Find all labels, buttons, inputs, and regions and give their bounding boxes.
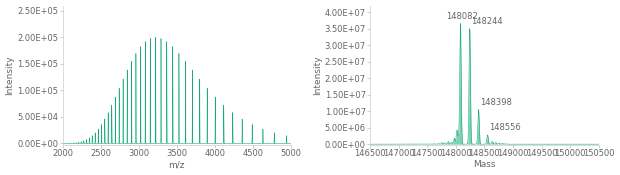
- Text: 148244: 148244: [471, 17, 503, 26]
- Y-axis label: Intensity: Intensity: [313, 55, 322, 95]
- Text: 148398: 148398: [480, 98, 511, 107]
- X-axis label: Mass: Mass: [473, 160, 495, 169]
- X-axis label: m/z: m/z: [169, 160, 185, 169]
- Text: 148556: 148556: [489, 123, 521, 132]
- Text: 148082: 148082: [446, 12, 478, 21]
- Y-axis label: Intensity: Intensity: [6, 55, 14, 95]
